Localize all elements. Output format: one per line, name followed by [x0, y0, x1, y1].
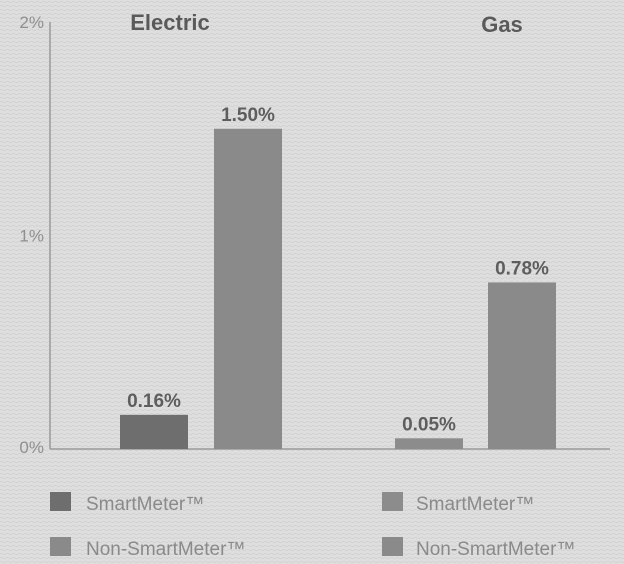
legend-electric: SmartMeter™ Non-SmartMeter™	[50, 492, 245, 560]
bar-value-label: 0.78%	[495, 258, 549, 279]
y-tick-label: 2%	[19, 13, 44, 32]
legend-label: Non-SmartMeter™	[86, 539, 245, 560]
bar-gas-non-smartmeter	[488, 282, 556, 449]
bar-value-label: 1.50%	[221, 105, 275, 126]
group-title-electric: Electric	[130, 10, 210, 35]
legend-swatch	[50, 492, 71, 511]
bar-electric-non-smartmeter	[214, 128, 282, 449]
bar-gas-smartmeter	[395, 438, 463, 449]
legend-swatch	[382, 537, 403, 556]
legend-swatch	[382, 492, 403, 511]
legend-label: SmartMeter™	[86, 494, 204, 515]
group-title-gas: Gas	[481, 12, 523, 37]
y-tick-label: 1%	[19, 227, 44, 246]
bar-value-label: 0.16%	[127, 391, 181, 412]
y-tick-label: 0%	[19, 438, 44, 457]
bar-electric-smartmeter	[120, 414, 188, 449]
bar-value-label: 0.05%	[402, 414, 456, 435]
legend-swatch	[50, 537, 71, 556]
legend-gas: SmartMeter™ Non-SmartMeter™	[382, 492, 575, 560]
legend-label: SmartMeter™	[416, 494, 534, 515]
legend-label: Non-SmartMeter™	[416, 539, 575, 560]
